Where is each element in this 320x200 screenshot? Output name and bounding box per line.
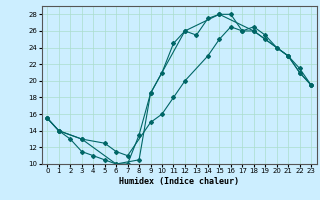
X-axis label: Humidex (Indice chaleur): Humidex (Indice chaleur): [119, 177, 239, 186]
